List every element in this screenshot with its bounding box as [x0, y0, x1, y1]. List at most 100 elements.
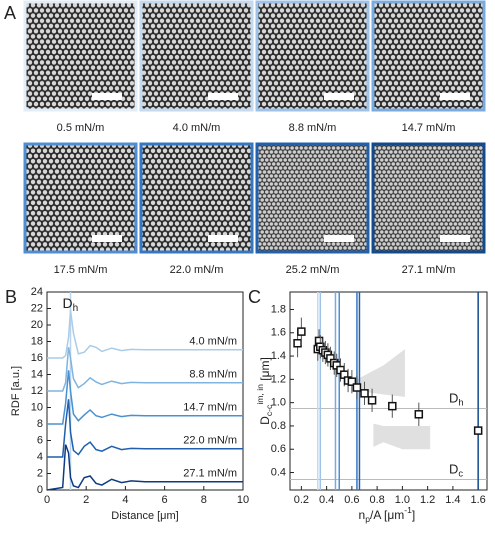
micrograph	[23, 142, 138, 254]
rich-label: Dh	[63, 295, 79, 314]
micrograph	[139, 0, 254, 112]
label-part: im, in	[255, 384, 265, 405]
label-part: [μm]	[258, 357, 272, 384]
x-tick-label: 1.0	[395, 494, 410, 506]
micrograph	[255, 0, 370, 112]
label-part: n	[359, 508, 366, 522]
x-tick-label: 0.2	[294, 494, 309, 506]
y-axis-label: RDF [a.u.]	[10, 366, 22, 416]
caption: 4.0 mN/m	[173, 122, 221, 134]
y-tick-label: 12	[31, 385, 43, 397]
label-part: h	[73, 303, 79, 314]
rich-label: np/A [μm-1]	[359, 505, 416, 524]
x-tick-label: 4	[122, 494, 128, 506]
scale-bar	[440, 235, 470, 242]
plot-frame	[289, 291, 488, 491]
rdf-line	[47, 399, 243, 458]
shaded-region	[373, 423, 431, 450]
micrograph	[371, 142, 486, 254]
label-part: D	[449, 391, 458, 406]
x-tick-label: 1.4	[445, 494, 460, 506]
y-tick-label: 2	[37, 467, 43, 479]
label-part: D	[63, 295, 73, 311]
scale-bar	[324, 93, 354, 100]
series-label: 27.1 mN/m	[183, 468, 237, 480]
y-tick-label: 0.6	[271, 443, 286, 455]
rdf-line	[47, 347, 243, 392]
micrograph	[23, 0, 138, 112]
panel-label: C	[248, 287, 261, 307]
x-tick-label: 8	[201, 494, 207, 506]
y-tick-label: 14	[31, 368, 43, 380]
micrograph	[371, 0, 486, 112]
rich-label: Dh	[449, 391, 464, 408]
y-tick-label: 16	[31, 352, 43, 364]
micrograph	[255, 142, 370, 254]
caption: 8.8 mN/m	[289, 122, 337, 134]
x-axis-label: Distance [μm]	[111, 510, 178, 522]
x-tick-label: 1.6	[471, 494, 486, 506]
series-label: 8.8 mN/m	[189, 369, 237, 381]
series-label: 14.7 mN/m	[183, 402, 237, 414]
data-point	[293, 338, 302, 348]
y-tick-label: 0.8	[271, 420, 286, 432]
y-tick-label: 0	[37, 484, 43, 496]
scale-bar	[324, 235, 354, 242]
y-tick-label: 1.0	[271, 397, 286, 409]
scale-bar	[440, 93, 470, 100]
y-tick-label: 1.4	[271, 350, 286, 362]
label-part: c	[458, 469, 463, 479]
rdf-line	[47, 310, 243, 359]
data-point	[367, 396, 377, 405]
rdf-line	[47, 370, 243, 425]
y-tick-label: 22	[31, 302, 43, 314]
y-tick-label: 24	[31, 286, 43, 298]
rich-label: Dc	[449, 462, 463, 479]
panel-label: A	[4, 3, 16, 23]
label-part: ]	[412, 508, 415, 522]
label-part: -1	[404, 505, 412, 515]
rdf-line	[46, 444, 243, 491]
label-part: p	[365, 514, 370, 524]
y-tick-label: 1.8	[271, 303, 286, 315]
scale-bar	[92, 235, 122, 242]
y-tick-label: 0.4	[271, 466, 286, 478]
x-tick-label: 2	[83, 494, 89, 506]
scale-bar	[208, 235, 238, 242]
data-point	[360, 389, 369, 398]
label-part: D	[449, 462, 458, 477]
label-part: c-c	[264, 404, 274, 416]
x-tick-label: 10	[237, 494, 249, 506]
label-part: D	[258, 416, 272, 425]
x-tick-label: 0.8	[369, 494, 384, 506]
scale-bar	[92, 93, 122, 100]
series-label: 22.0 mN/m	[183, 435, 237, 447]
rich-label: Dc-cim, in [μm]	[255, 357, 274, 425]
data-point	[352, 383, 362, 392]
y-tick-label: 1.2	[271, 373, 286, 385]
x-tick-label: 0.6	[344, 494, 359, 506]
data-point	[347, 377, 357, 386]
caption: 14.7 mN/m	[402, 122, 456, 134]
caption: 27.1 mN/m	[402, 264, 456, 276]
y-tick-label: 8	[37, 418, 43, 430]
plot-frame	[46, 291, 244, 491]
scale-bar	[208, 93, 238, 100]
data-point	[473, 426, 483, 435]
y-tick-label: 4	[37, 451, 43, 463]
y-tick-label: 20	[31, 319, 43, 331]
label-part: h	[458, 398, 463, 408]
micrograph	[139, 142, 254, 254]
y-tick-label: 18	[31, 335, 43, 347]
x-tick-label: 1.2	[420, 494, 435, 506]
x-tick-label: 0.4	[319, 494, 334, 506]
data-point	[414, 410, 424, 419]
caption: 0.5 mN/m	[57, 122, 105, 134]
caption: 25.2 mN/m	[286, 264, 340, 276]
y-tick-label: 6	[37, 434, 43, 446]
caption: 17.5 mN/m	[54, 264, 108, 276]
label-part: /A [μm	[370, 508, 404, 522]
series-label: 4.0 mN/m	[189, 336, 237, 348]
x-tick-label: 6	[162, 494, 168, 506]
